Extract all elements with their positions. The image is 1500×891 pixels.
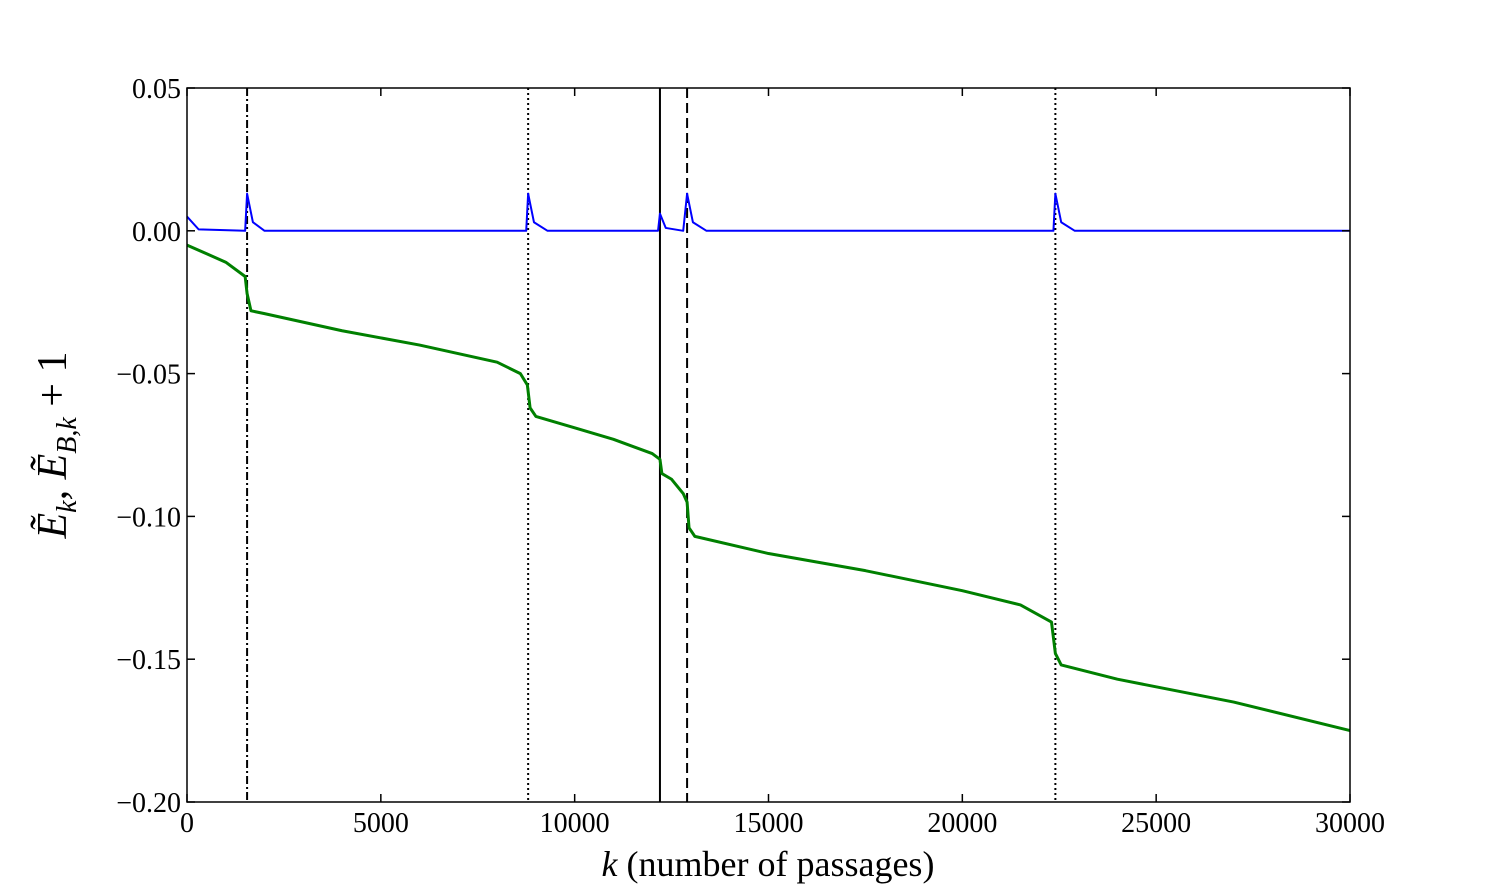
y-label-subscript: B,k (52, 417, 83, 454)
x-tick-label: 15000 (734, 808, 804, 839)
y-tick-label: −0.05 (116, 360, 181, 391)
data-line (186, 192, 1350, 232)
data-line (186, 243, 1351, 733)
y-label-subscript: k (52, 500, 83, 513)
x-label-part: k (602, 844, 619, 884)
y-tick-label: −0.15 (116, 645, 181, 676)
y-tick-label: −0.20 (116, 788, 181, 819)
y-tick-label: 0.05 (132, 74, 181, 105)
y-tick-label: −0.10 (116, 502, 181, 533)
x-tick-label: 25000 (1121, 808, 1191, 839)
y-tick-label: 0.00 (132, 217, 181, 248)
y-label-part: , Ẽ (30, 454, 76, 501)
plot-frame (186, 87, 1351, 803)
x-tick-label: 30000 (1315, 808, 1385, 839)
y-label-part: + 1 (30, 352, 76, 418)
x-label-part: (number of passages) (618, 844, 935, 884)
y-axis-label: Ẽk, ẼB,k + 1 (30, 352, 83, 540)
y-label-part: Ẽ (30, 513, 76, 540)
x-axis-label: k (number of passages) (602, 844, 935, 884)
x-tick-label: 0 (180, 808, 194, 839)
x-tick-label: 10000 (540, 808, 610, 839)
x-tick-label: 20000 (927, 808, 997, 839)
x-tick-label: 5000 (353, 808, 409, 839)
